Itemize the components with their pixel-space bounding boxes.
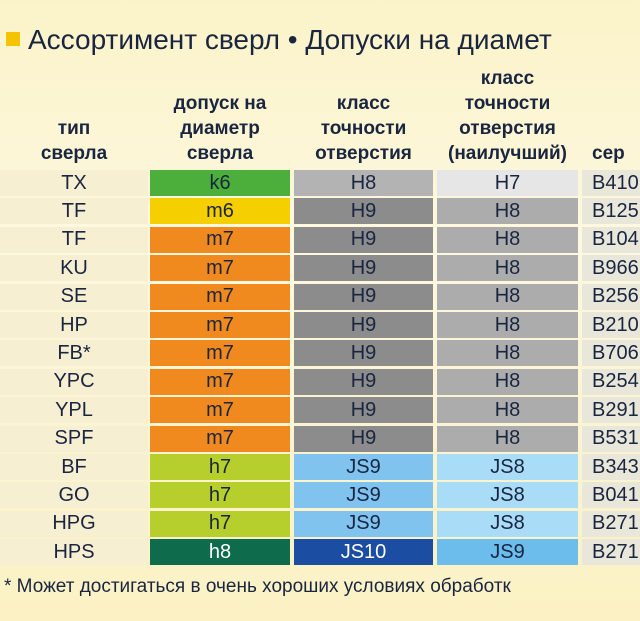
header-text: сверла — [40, 143, 108, 164]
table-cell: B210 — [582, 312, 640, 338]
header-text: допуск на — [173, 93, 267, 114]
table-cell: SPF — [0, 425, 148, 452]
table-cell: JS8 — [437, 454, 578, 480]
header-text: отверстия — [315, 143, 412, 164]
table-cell: h7 — [150, 454, 290, 480]
table-cell: JS8 — [437, 482, 578, 509]
table-cell: H9 — [294, 368, 433, 395]
table-cell: H9 — [294, 255, 433, 282]
table-cell: HPS — [0, 539, 148, 566]
table-cell: H9 — [294, 312, 433, 338]
table-cell: SE — [0, 283, 148, 310]
table-cell: B271 — [582, 510, 640, 537]
table-cell: H9 — [294, 198, 433, 225]
table-cell: B343 — [582, 454, 640, 480]
table-cell: H8 — [437, 397, 578, 424]
table-cell: H7 — [437, 170, 578, 196]
table-cell: k6 — [150, 170, 290, 196]
table-cell: JS9 — [294, 454, 433, 480]
table-cell: HP — [0, 312, 148, 338]
table-cell: m7 — [150, 425, 290, 452]
table-cell: m6 — [150, 198, 290, 225]
table-cell: B531 — [582, 425, 640, 452]
table-cell: B410 — [582, 170, 640, 196]
title-marker — [6, 32, 20, 46]
table-cell: TX — [0, 170, 148, 196]
header-text: сверла — [186, 143, 254, 164]
table-cell: H8 — [437, 255, 578, 282]
table-cell: H8 — [437, 226, 578, 253]
header-text: точности — [320, 118, 407, 139]
table-cell: JS9 — [437, 539, 578, 566]
table-cell: JS8 — [437, 510, 578, 537]
table-cell: m7 — [150, 283, 290, 310]
header-text: отверстия — [459, 118, 556, 139]
table-cell: H8 — [437, 425, 578, 452]
table-cell: H8 — [437, 198, 578, 225]
table-cell: JS9 — [294, 510, 433, 537]
table-cell: FB* — [0, 340, 148, 367]
table-cell: TF — [0, 198, 148, 225]
table-cell: B966 — [582, 255, 640, 282]
header-text: тип — [57, 118, 91, 139]
table-cell: H9 — [294, 340, 433, 367]
table-cell: B125 — [582, 198, 640, 225]
table-cell: H9 — [294, 283, 433, 310]
table-cell: H9 — [294, 226, 433, 253]
table-cell: YPC — [0, 368, 148, 395]
header-text: (наилучший) — [448, 143, 567, 164]
table-cell: B041 — [582, 482, 640, 509]
table-cell: m7 — [150, 340, 290, 367]
header-text: точности — [464, 93, 551, 114]
table-cell: H8 — [294, 170, 433, 196]
table-cell: H8 — [437, 312, 578, 338]
table-cell: HPG — [0, 510, 148, 537]
table-cell: YPL — [0, 397, 148, 424]
footnote: * Может достигаться в очень хороших усло… — [4, 576, 511, 597]
table-cell: H9 — [294, 397, 433, 424]
table-cell: B271 — [582, 539, 640, 566]
table-cell: m7 — [150, 368, 290, 395]
table-cell: B291 — [582, 397, 640, 424]
table-cell: JS10 — [294, 539, 433, 566]
table-cell: B706 — [582, 340, 640, 367]
table-cell: H9 — [294, 425, 433, 452]
header-text: класс — [336, 93, 391, 114]
table-cell: GO — [0, 482, 148, 509]
table-cell: m7 — [150, 397, 290, 424]
table-cell: m7 — [150, 226, 290, 253]
table-cell: m7 — [150, 255, 290, 282]
table-cell: TF — [0, 226, 148, 253]
table-cell: H8 — [437, 340, 578, 367]
table-cell: B256 — [582, 283, 640, 310]
title: Ассортимент сверл • Допуски на диамет — [28, 24, 552, 55]
header-text: класс — [480, 68, 535, 89]
table-cell: JS9 — [294, 482, 433, 509]
header-text: сер — [592, 143, 625, 164]
table-cell: B254 — [582, 368, 640, 395]
table-cell: H8 — [437, 368, 578, 395]
table-cell: B104 — [582, 226, 640, 253]
table-cell: h8 — [150, 539, 290, 566]
table-cell: H8 — [437, 283, 578, 310]
table-cell: h7 — [150, 510, 290, 537]
table-cell: h7 — [150, 482, 290, 509]
table-cell: m7 — [150, 312, 290, 338]
table-cell: KU — [0, 255, 148, 282]
table-cell: BF — [0, 454, 148, 480]
header-text: диаметр — [180, 118, 260, 139]
